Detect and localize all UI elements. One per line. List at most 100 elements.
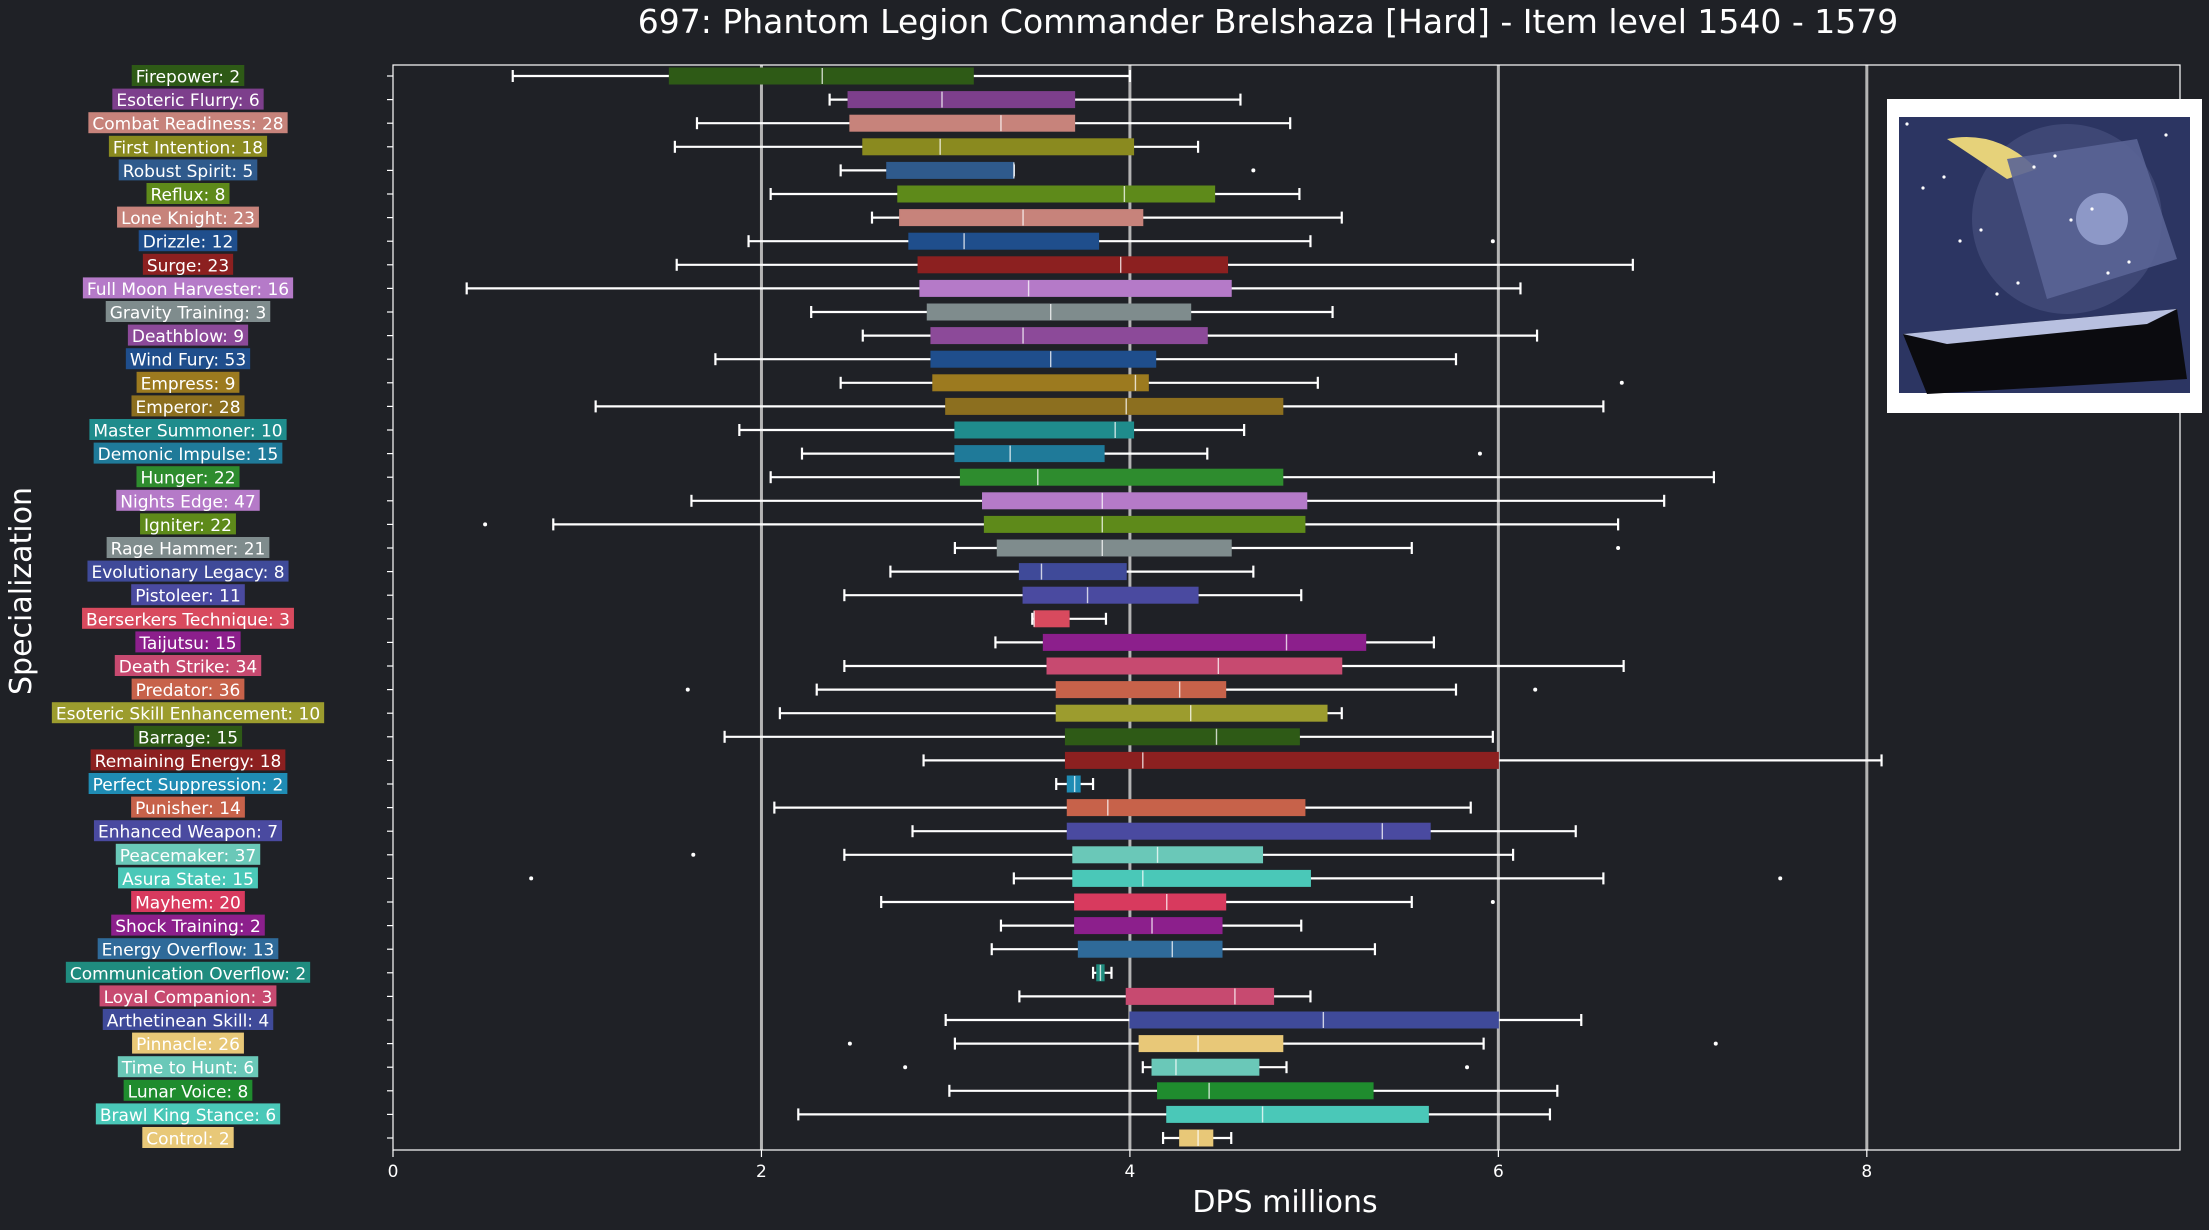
category-label-text: Perfect Suppression: 2 <box>93 776 284 796</box>
outlier-point <box>1713 1041 1718 1046</box>
category-label: Reflux: 8 <box>146 183 230 206</box>
category-label-bg <box>112 88 264 110</box>
category-label: Wind Fury: 53 <box>125 348 251 371</box>
box-group <box>773 799 1472 817</box>
category-label-text: Esoteric Flurry: 6 <box>116 91 259 111</box>
category-label: Brawl King Stance: 6 <box>95 1103 281 1126</box>
category-label: Peacemaker: 37 <box>115 843 261 866</box>
category-label-bg <box>82 607 294 629</box>
category-labels: Firepower: 2 Esoteric Flurry: 6 Combat Rea… <box>51 65 325 1150</box>
category-label-text: First Intention: 18 <box>113 138 263 158</box>
category-label: Barrage: 15 <box>133 725 243 748</box>
category-label-text: Surge: 23 <box>147 256 229 276</box>
category-label: Firepower: 2 <box>131 65 245 88</box>
box <box>1138 1035 1284 1053</box>
category-label: Emperor: 28 <box>131 395 245 418</box>
box-group <box>843 657 1625 675</box>
box <box>1022 586 1199 604</box>
outlier-point <box>1490 900 1495 904</box>
box <box>1066 775 1081 793</box>
category-label-bg <box>131 395 245 417</box>
category-label-text: Wind Fury: 53 <box>130 351 246 371</box>
category-label-bg <box>116 489 260 511</box>
category-label-text: Firepower: 2 <box>136 68 241 88</box>
category-label-text: Drizzle: 12 <box>143 233 234 253</box>
x-tick-label: 8 <box>1861 1162 1872 1182</box>
box <box>1077 940 1223 958</box>
category-label-text: Communication Overflow: 2 <box>70 964 306 984</box>
category-label: Master Summoner: 10 <box>89 419 287 442</box>
portrait-ship-deck <box>1903 309 2177 344</box>
boxes <box>465 67 1883 1147</box>
box-group <box>695 114 1292 132</box>
portrait-face <box>2076 193 2128 245</box>
category-label-bg <box>123 1079 253 1101</box>
category-label-text: Nights Edge: 47 <box>120 492 255 512</box>
x-tick-label: 4 <box>1124 1162 1135 1182</box>
category-label: Remaining Energy: 18 <box>90 749 286 772</box>
category-label-text: Rage Hammer: 21 <box>111 540 266 560</box>
category-label: Full Moon Harvester: 16 <box>82 277 294 300</box>
box-group <box>911 822 1577 840</box>
category-label: Asura State: 15 <box>118 867 258 890</box>
box <box>959 468 1284 486</box>
box-group <box>828 91 1242 109</box>
box-group <box>673 138 1200 156</box>
category-label-bg <box>51 702 325 724</box>
box <box>954 445 1105 463</box>
box <box>1129 1011 1499 1029</box>
box <box>1018 563 1127 581</box>
category-label: Hunger: 22 <box>136 466 240 489</box>
box <box>954 421 1135 439</box>
category-label: Lunar Voice: 8 <box>123 1079 253 1102</box>
category-label: Energy Overflow: 13 <box>97 938 279 961</box>
box-group <box>714 350 1458 368</box>
box <box>982 492 1308 510</box>
box <box>917 256 1229 274</box>
category-label: Death Strike: 34 <box>114 655 262 678</box>
box-group <box>1091 964 1113 982</box>
category-label: Demonic Impulse: 15 <box>93 442 283 465</box>
category-label-text: Predator: 36 <box>136 681 241 701</box>
category-label-bg <box>136 371 240 393</box>
category-label-text: Gravity Training: 3 <box>110 304 267 324</box>
box-group <box>483 515 1620 533</box>
category-label-text: Energy Overflow: 13 <box>102 941 275 961</box>
category-label: Pinnacle: 26 <box>132 1032 244 1055</box>
category-label-text: Loyal Companion: 3 <box>104 988 273 1008</box>
x-tick-label: 0 <box>388 1162 399 1182</box>
category-label-text: Peacemaker: 37 <box>120 846 256 866</box>
box-group <box>1031 610 1108 628</box>
box-group <box>769 468 1716 486</box>
category-label: Gravity Training: 3 <box>105 301 271 324</box>
category-label-text: Asura State: 15 <box>122 870 254 890</box>
category-label: Loyal Companion: 3 <box>99 985 277 1008</box>
box-group <box>953 539 1621 557</box>
portrait-star <box>1921 186 1925 190</box>
category-label: Combat Readiness: 28 <box>88 112 288 135</box>
category-label: Time to Hunt: 6 <box>117 1056 259 1079</box>
box <box>849 114 1076 132</box>
category-label: Igniter: 22 <box>140 513 236 536</box>
category-label-bg <box>65 961 311 983</box>
category-label: First Intention: 18 <box>108 135 268 158</box>
outlier-point <box>903 1065 908 1070</box>
box-group <box>889 563 1255 581</box>
box-group <box>839 161 1256 179</box>
box <box>1055 681 1227 699</box>
box <box>983 515 1306 533</box>
category-label: Surge: 23 <box>142 253 234 276</box>
category-label: Enhanced Weapon: 7 <box>93 820 283 843</box>
y-axis-label: Specialization <box>4 487 39 695</box>
category-label-bg <box>87 560 289 582</box>
category-label-bg <box>88 112 288 134</box>
category-label-bg <box>88 773 288 794</box>
category-label-text: Emperor: 28 <box>135 398 240 418</box>
box <box>1166 1105 1429 1123</box>
box <box>1074 893 1227 911</box>
box-group <box>870 209 1343 227</box>
category-label-bg <box>114 655 262 676</box>
portrait-star <box>2127 260 2131 264</box>
box-group <box>465 279 1522 297</box>
category-label: Evolutionary Legacy: 8 <box>87 560 289 583</box>
